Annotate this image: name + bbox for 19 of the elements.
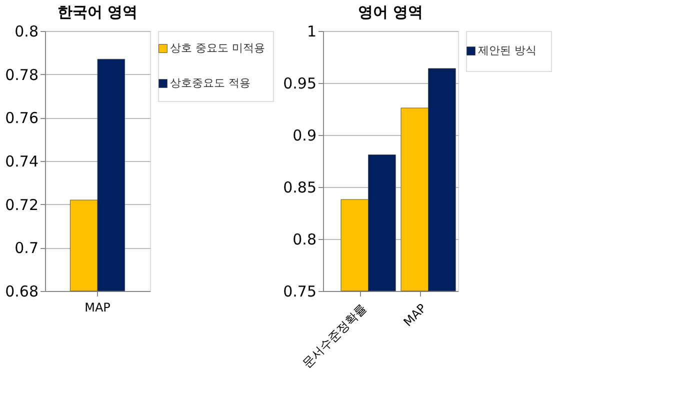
y-tick-label: 0.74: [5, 152, 38, 170]
y-tick-label: 0.7: [14, 239, 38, 258]
y-tick-label: 0.78: [5, 66, 38, 84]
y-tick-label: 0.8: [14, 22, 38, 40]
chart-title: 영어 영역: [358, 3, 424, 21]
x-tick-label: MAP: [84, 300, 110, 314]
y-tick-label: 1: [306, 22, 316, 40]
y-tick-label: 0.76: [5, 109, 38, 128]
legend-label: 상호 중요도 미적용: [170, 42, 265, 54]
legend-label: 상호중요도 적용: [170, 76, 250, 90]
legend-label: 제안된 방식: [478, 44, 536, 57]
y-tick-label: 0.72: [5, 196, 38, 214]
chart-title: 한국어 영역: [57, 3, 138, 21]
y-tick-label: 0.75: [283, 282, 316, 300]
y-tick-label: 0.9: [292, 126, 316, 144]
y-tick-label: 0.85: [283, 178, 316, 196]
y-tick-label: 0.8: [292, 230, 316, 248]
y-tick-label: 0.95: [283, 74, 316, 92]
y-tick-label: 0.68: [5, 282, 38, 300]
